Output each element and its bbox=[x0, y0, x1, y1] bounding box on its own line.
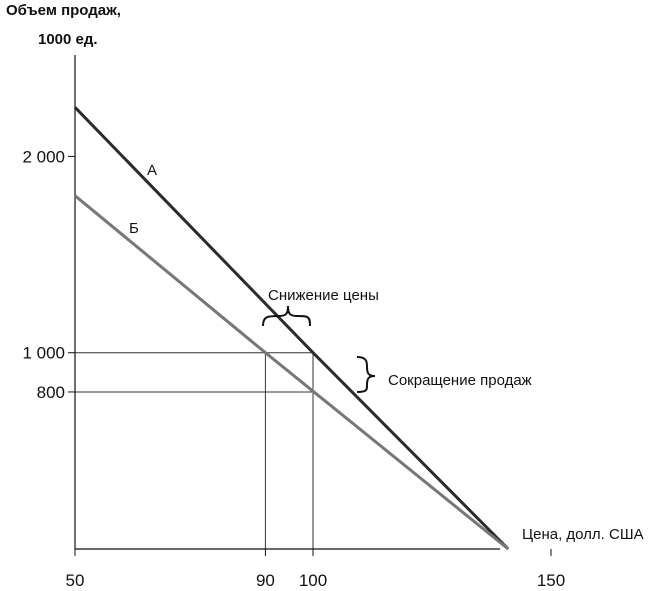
axis-ticks: 2 000 1 000 800 50 90 100 150 bbox=[22, 147, 565, 590]
y-axis-label-line2: 1000 ед. bbox=[38, 31, 98, 48]
series-lines: АБ bbox=[73, 106, 510, 551]
y-axis-label-line1: Объем продаж, bbox=[6, 2, 121, 19]
sales-drop-annotation: Сокращение продаж bbox=[388, 372, 532, 389]
reference-lines bbox=[75, 352, 314, 549]
price-drop-brace bbox=[262, 305, 311, 327]
x-axis-label: Цена, долл. США bbox=[522, 526, 644, 543]
x-tick-label: 150 bbox=[537, 571, 565, 590]
series-label: А bbox=[147, 162, 157, 179]
sales-drop-brace bbox=[356, 356, 376, 393]
x-tick-label: 100 bbox=[299, 571, 327, 590]
series-label: Б bbox=[129, 220, 139, 237]
y-tick-label: 800 bbox=[37, 383, 65, 402]
price-drop-annotation: Снижение цены bbox=[268, 287, 379, 304]
x-tick-label: 50 bbox=[66, 571, 85, 590]
y-tick-label: 2 000 bbox=[22, 147, 65, 166]
y-tick-label: 1 000 bbox=[22, 344, 65, 363]
series-line-a bbox=[73, 106, 510, 551]
x-tick-label: 90 bbox=[256, 571, 275, 590]
series-line-b bbox=[74, 194, 510, 551]
